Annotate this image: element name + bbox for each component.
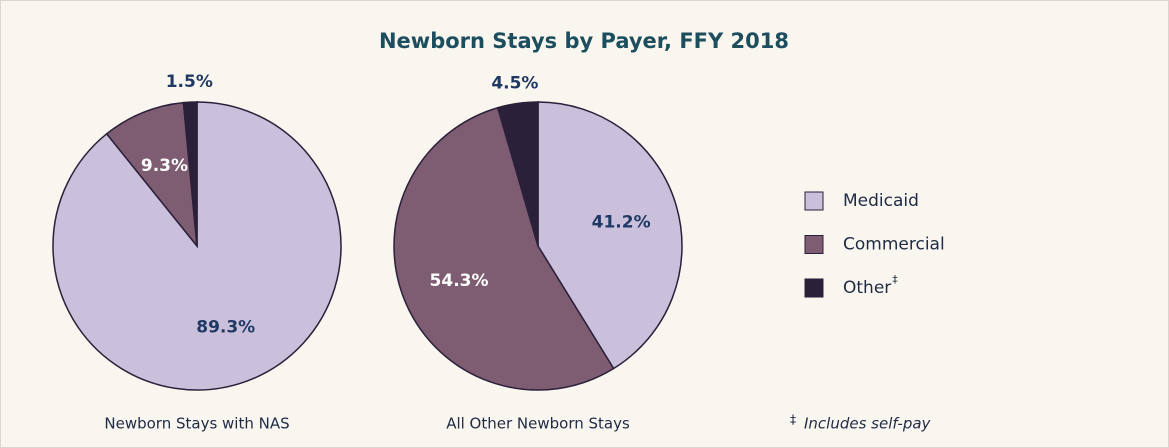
legend-swatch (804, 191, 824, 211)
data-label: 41.2% (592, 212, 651, 232)
data-label: 4.5% (491, 74, 538, 94)
pie-slice (537, 101, 683, 370)
data-label: 54.3% (430, 271, 489, 291)
pie-label: Newborn Stays with NAS (104, 415, 289, 433)
data-label: 89.3% (196, 317, 255, 337)
data-label: 9.3% (141, 156, 188, 176)
legend-label: Commercial (843, 235, 945, 255)
data-label: 1.5% (166, 72, 213, 92)
pie-slice (496, 101, 539, 247)
footnote-symbol: ‡ (790, 413, 796, 427)
pie-label: All Other Newborn Stays (446, 415, 630, 433)
chart-title: Newborn Stays by Payer, FFY 2018 (379, 29, 789, 53)
pie-slice (393, 106, 615, 391)
legend-superscript: ‡ (892, 273, 898, 286)
legend-label: Other (843, 278, 891, 298)
pie-slice (105, 101, 198, 249)
legend-swatch (804, 235, 824, 254)
legend-label: Medicaid (843, 191, 919, 211)
legend-swatch (804, 278, 824, 298)
pie-slice (52, 101, 342, 391)
footnote: Includes self-pay (804, 415, 932, 433)
pie-slice (182, 101, 198, 247)
